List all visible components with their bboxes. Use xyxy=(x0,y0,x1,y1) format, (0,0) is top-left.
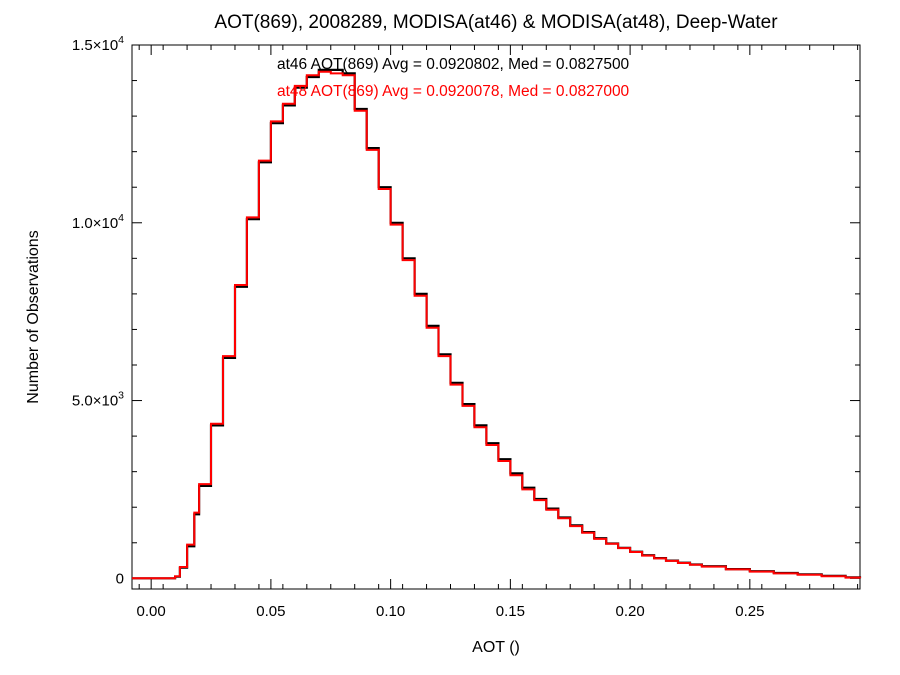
x-tick-label-0: 0.00 xyxy=(137,603,166,620)
plot-frame xyxy=(131,44,861,590)
y-tick-label-3: 1.5×104 xyxy=(72,34,124,54)
x-tick-label-3: 0.15 xyxy=(496,603,525,620)
series-line-1 xyxy=(132,70,861,580)
x-axis-label: AOT () xyxy=(472,639,520,656)
chart-title: AOT(869), 2008289, MODISA(at46) & MODISA… xyxy=(214,12,778,33)
x-tick-label-2: 0.10 xyxy=(376,603,405,620)
series-group xyxy=(132,68,862,580)
y-tick-label-1: 5.0×103 xyxy=(72,390,124,410)
x-tick-label-5: 0.25 xyxy=(735,603,764,620)
x-tick-labels: 0.00 0.05 0.10 0.15 0.20 0.25 xyxy=(137,603,765,620)
y-tick-label-0: 0 xyxy=(116,570,124,587)
y-tick-labels: 0 5.0×103 1.0×104 1.5×104 xyxy=(72,34,124,587)
x-tick-label-4: 0.20 xyxy=(616,603,645,620)
x-tick-label-1: 0.05 xyxy=(256,603,285,620)
series-line-0 xyxy=(132,68,862,580)
axis-ticks xyxy=(132,44,860,589)
y-tick-label-2: 1.0×104 xyxy=(72,212,124,232)
annotation-at48: at48 AOT(869) Avg = 0.0920078, Med = 0.0… xyxy=(277,83,630,100)
annotation-at46: at46 AOT(869) Avg = 0.0920802, Med = 0.0… xyxy=(277,56,630,73)
y-axis-label: Number of Observations xyxy=(25,230,42,403)
